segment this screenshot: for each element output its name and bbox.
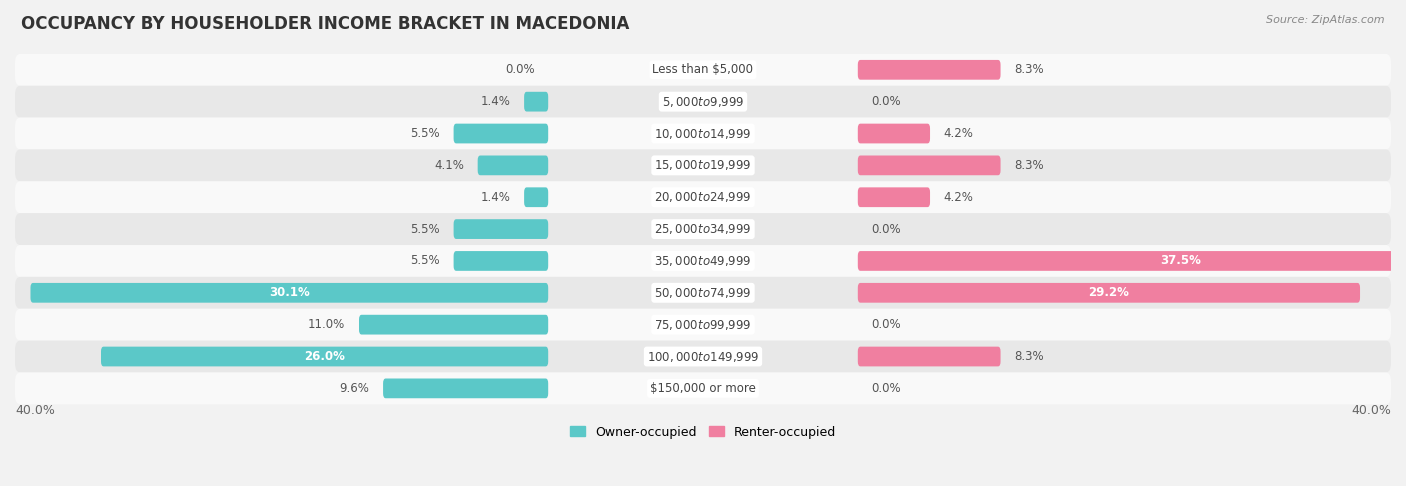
FancyBboxPatch shape bbox=[15, 86, 1391, 118]
FancyBboxPatch shape bbox=[15, 341, 1391, 372]
FancyBboxPatch shape bbox=[15, 245, 1391, 277]
FancyBboxPatch shape bbox=[15, 277, 1391, 309]
Text: 8.3%: 8.3% bbox=[1014, 159, 1043, 172]
Text: 4.2%: 4.2% bbox=[943, 127, 974, 140]
Text: 29.2%: 29.2% bbox=[1088, 286, 1129, 299]
Text: 26.0%: 26.0% bbox=[304, 350, 344, 363]
FancyBboxPatch shape bbox=[454, 219, 548, 239]
FancyBboxPatch shape bbox=[15, 213, 1391, 245]
Text: 11.0%: 11.0% bbox=[308, 318, 346, 331]
Text: 1.4%: 1.4% bbox=[481, 95, 510, 108]
Text: 40.0%: 40.0% bbox=[1351, 404, 1391, 417]
FancyBboxPatch shape bbox=[382, 379, 548, 398]
Text: 40.0%: 40.0% bbox=[15, 404, 55, 417]
FancyBboxPatch shape bbox=[524, 188, 548, 207]
Text: $20,000 to $24,999: $20,000 to $24,999 bbox=[654, 190, 752, 204]
Text: OCCUPANCY BY HOUSEHOLDER INCOME BRACKET IN MACEDONIA: OCCUPANCY BY HOUSEHOLDER INCOME BRACKET … bbox=[21, 15, 630, 33]
FancyBboxPatch shape bbox=[15, 54, 1391, 86]
FancyBboxPatch shape bbox=[31, 283, 548, 303]
FancyBboxPatch shape bbox=[454, 123, 548, 143]
FancyBboxPatch shape bbox=[15, 309, 1391, 341]
FancyBboxPatch shape bbox=[15, 181, 1391, 213]
FancyBboxPatch shape bbox=[524, 92, 548, 112]
FancyBboxPatch shape bbox=[454, 251, 548, 271]
Text: 5.5%: 5.5% bbox=[411, 255, 440, 267]
FancyBboxPatch shape bbox=[858, 60, 1001, 80]
FancyBboxPatch shape bbox=[858, 347, 1001, 366]
Text: 0.0%: 0.0% bbox=[505, 63, 534, 76]
FancyBboxPatch shape bbox=[858, 283, 1360, 303]
FancyBboxPatch shape bbox=[15, 372, 1391, 404]
Text: 0.0%: 0.0% bbox=[872, 318, 901, 331]
Text: 8.3%: 8.3% bbox=[1014, 63, 1043, 76]
Text: 0.0%: 0.0% bbox=[872, 382, 901, 395]
FancyBboxPatch shape bbox=[858, 156, 1001, 175]
FancyBboxPatch shape bbox=[478, 156, 548, 175]
Text: $5,000 to $9,999: $5,000 to $9,999 bbox=[662, 95, 744, 109]
FancyBboxPatch shape bbox=[858, 123, 929, 143]
Text: $25,000 to $34,999: $25,000 to $34,999 bbox=[654, 222, 752, 236]
Text: $100,000 to $149,999: $100,000 to $149,999 bbox=[647, 349, 759, 364]
Text: $75,000 to $99,999: $75,000 to $99,999 bbox=[654, 318, 752, 331]
Text: Less than $5,000: Less than $5,000 bbox=[652, 63, 754, 76]
FancyBboxPatch shape bbox=[359, 315, 548, 334]
Text: 8.3%: 8.3% bbox=[1014, 350, 1043, 363]
Text: 4.1%: 4.1% bbox=[434, 159, 464, 172]
Text: 5.5%: 5.5% bbox=[411, 127, 440, 140]
Text: 37.5%: 37.5% bbox=[1160, 255, 1201, 267]
Text: 0.0%: 0.0% bbox=[872, 95, 901, 108]
Text: $15,000 to $19,999: $15,000 to $19,999 bbox=[654, 158, 752, 173]
FancyBboxPatch shape bbox=[15, 118, 1391, 150]
Text: $35,000 to $49,999: $35,000 to $49,999 bbox=[654, 254, 752, 268]
Text: 5.5%: 5.5% bbox=[411, 223, 440, 236]
FancyBboxPatch shape bbox=[858, 251, 1406, 271]
FancyBboxPatch shape bbox=[858, 188, 929, 207]
Text: $150,000 or more: $150,000 or more bbox=[650, 382, 756, 395]
Text: 30.1%: 30.1% bbox=[269, 286, 309, 299]
Text: 1.4%: 1.4% bbox=[481, 191, 510, 204]
Text: $10,000 to $14,999: $10,000 to $14,999 bbox=[654, 126, 752, 140]
Text: 4.2%: 4.2% bbox=[943, 191, 974, 204]
FancyBboxPatch shape bbox=[15, 150, 1391, 181]
Legend: Owner-occupied, Renter-occupied: Owner-occupied, Renter-occupied bbox=[565, 420, 841, 444]
Text: 0.0%: 0.0% bbox=[872, 223, 901, 236]
Text: Source: ZipAtlas.com: Source: ZipAtlas.com bbox=[1267, 15, 1385, 25]
FancyBboxPatch shape bbox=[101, 347, 548, 366]
Text: 9.6%: 9.6% bbox=[339, 382, 370, 395]
Text: $50,000 to $74,999: $50,000 to $74,999 bbox=[654, 286, 752, 300]
